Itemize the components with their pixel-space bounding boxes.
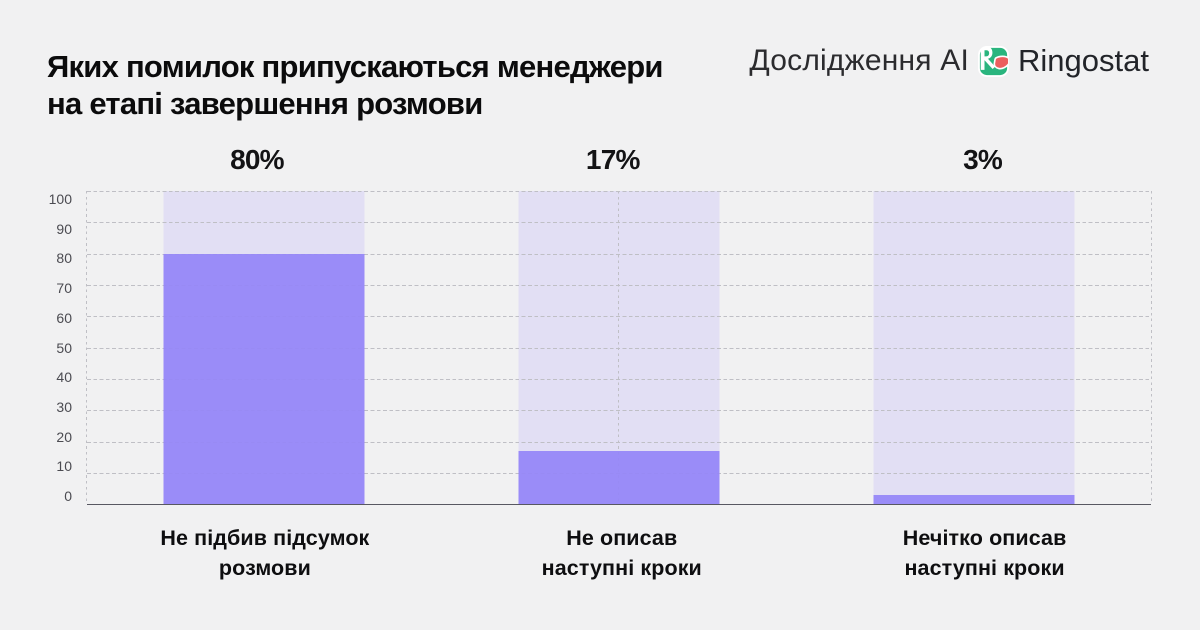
y-tick-label: 100 (48, 191, 72, 207)
ringostat-logo-icon (978, 45, 1009, 77)
category-label: Нечітко описав наступні кроки (902, 526, 1067, 581)
v-gridline (86, 191, 87, 505)
y-tick-label: 30 (56, 399, 72, 416)
category-label: Не описав наступні кроки (541, 526, 702, 581)
bar-value-label: 3% (963, 144, 1003, 175)
y-tick-label: 90 (56, 220, 72, 237)
y-tick-label: 80 (56, 250, 72, 267)
brand-name: Ringostat (1018, 43, 1149, 78)
category-label: Не підбив підсумок розмови (160, 526, 370, 581)
bar (163, 253, 365, 505)
bar (873, 494, 1075, 505)
y-tick-label: 10 (56, 458, 72, 475)
brand-study-label: Дослідження AI (749, 44, 970, 77)
v-gridline (618, 191, 620, 505)
y-tick-label: 70 (56, 280, 72, 297)
y-tick-label: 0 (64, 488, 72, 505)
page-title: Яких помилок припускаються менеджери на … (47, 49, 663, 121)
brand-lockup: Дослідження AI Ringostat (749, 43, 1149, 78)
y-tick-label: 60 (56, 309, 72, 326)
bar (518, 450, 720, 505)
plot-area (86, 191, 1152, 506)
v-gridline (1150, 191, 1152, 505)
y-tick-label: 50 (56, 339, 72, 356)
bar-value-label: 17% (585, 144, 640, 175)
y-tick-label: 20 (56, 428, 72, 445)
y-axis: 100 90 80 70 60 50 40 30 20 10 0 (0, 191, 72, 504)
bar-value-label: 80% (230, 144, 284, 175)
y-tick-label: 40 (56, 369, 72, 386)
x-axis-line (86, 503, 1151, 506)
